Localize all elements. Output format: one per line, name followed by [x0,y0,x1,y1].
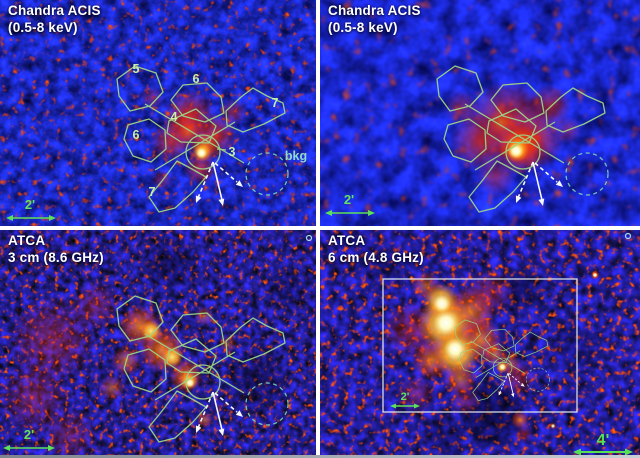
region-label-7-bottom: 7 [149,185,156,199]
chandra-raw-image: 5 6 7 4 6 3 7 bkg 2' [0,0,316,226]
panel-chandra-raw: 5 6 7 4 6 3 7 bkg 2' Chandra ACIS (0.5-8… [0,0,316,226]
region-3-leader-line [216,148,227,151]
scale-bar-label: 2' [24,427,34,442]
dark-cavities [140,234,316,418]
region-label-7-right: 7 [272,96,279,110]
band-label: 6 cm (4.8 GHz) [328,249,424,265]
panel-title: ATCA 3 cm (8.6 GHz) [8,233,104,267]
scale-bar-label: 4' [597,432,610,449]
panel-atca-3cm: 2' ATCA 3 cm (8.6 GHz) [0,230,316,455]
band-label: 3 cm (8.6 GHz) [8,249,104,265]
scale-bar-label: 2' [344,192,354,207]
scale-bar-label: 2' [25,197,35,212]
scale-bar: 4' [573,432,633,455]
radio-emission [0,280,237,455]
inset-scale-bar-label: 2' [401,391,410,403]
corner-degree-marker [624,232,632,240]
chandra-smoothed-image: 2' [320,0,640,226]
inset-scale-bar: 2' [390,391,420,409]
scale-bar: 2' [3,427,55,451]
atca-6cm-image: 2' 4' [320,230,640,455]
region-number-labels: 5 6 7 4 6 3 7 [133,62,279,199]
region-label-6-top: 6 [193,72,200,86]
region-label-3: 3 [229,145,236,159]
scale-bar: 2' [6,197,56,221]
band-label: (0.5-8 keV) [328,19,398,35]
bkg-label: bkg [285,149,307,163]
region-label-4: 4 [171,110,178,124]
panel-title: Chandra ACIS (0.5-8 keV) [328,3,421,37]
figure-bottom-edge [0,455,640,458]
field-of-view-box [382,278,578,413]
panel-atca-6cm: 2' 4' ATCA 6 cm (4.8 GHz) [320,230,640,455]
panel-title: ATCA 6 cm (4.8 GHz) [328,233,424,267]
panel-chandra-smoothed: 2' Chandra ACIS (0.5-8 keV) [320,0,640,226]
corner-degree-marker [305,234,313,242]
point-source-core [196,147,207,159]
scale-bar: 2' [325,192,375,216]
atca-3cm-image: 2' [0,230,316,455]
band-label: (0.5-8 keV) [8,19,78,35]
instrument-label: ATCA [328,233,366,248]
instrument-label: ATCA [8,233,46,248]
instrument-label: Chandra ACIS [8,3,101,18]
instrument-label: Chandra ACIS [328,3,421,18]
point-source-core [499,363,506,371]
region-label-5: 5 [133,62,140,76]
region-label-6-left: 6 [133,128,140,142]
panel-title: Chandra ACIS (0.5-8 keV) [8,3,101,37]
